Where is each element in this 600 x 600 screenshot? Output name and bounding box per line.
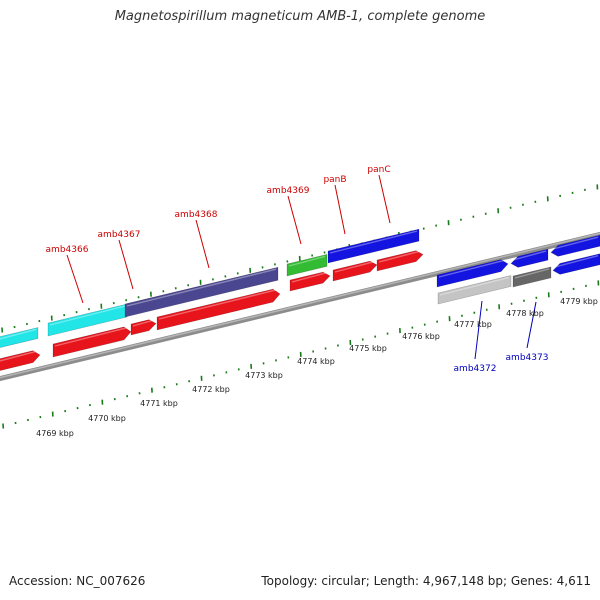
- gene-blue-2: [510, 248, 549, 268]
- scale-label-layer: 4769 kbp 4770 kbp 4771 kbp 4772 kbp 4773 kbp…: [36, 297, 598, 438]
- gene-label: amb4369: [267, 186, 310, 196]
- gene-amb4372: [437, 275, 512, 305]
- gene-red-7: [376, 250, 424, 272]
- topology-text: Topology: circular; Length: 4,967,148 bp…: [261, 574, 591, 588]
- outer-tick-ring: [1, 184, 599, 333]
- leader-line: [334, 184, 346, 235]
- map-title: Magnetospirillum magneticum AMB-1, compl…: [114, 9, 486, 24]
- accession-text: Accession: NC_007626: [9, 574, 146, 588]
- gene-label-layer: amb4366 amb4367 amb4368 amb4369 panB panC amb4…: [46, 165, 549, 374]
- gene-amb4368: [124, 266, 279, 318]
- scale-label: 4775 kbp: [349, 344, 387, 353]
- leader-line: [378, 174, 391, 224]
- gene-red-3-shine: [132, 319, 155, 327]
- gene-red-6-shine: [334, 260, 376, 273]
- gene-cyan-2-shine: [49, 305, 126, 326]
- gene-cyan-1: [0, 327, 39, 348]
- gene-panC-top-shine: [329, 230, 418, 254]
- scale-label: 4769 kbp: [36, 429, 74, 438]
- gene-amb4372-neighbor-shine: [438, 259, 507, 278]
- gene-label: amb4373: [506, 353, 549, 363]
- gene-red-5: [289, 271, 331, 292]
- scale-label: 4776 kbp: [402, 332, 440, 341]
- gene-cyan-1-shine: [0, 328, 37, 340]
- gene-red-7-shine: [378, 250, 422, 263]
- gene-label: panC: [367, 165, 390, 175]
- gene-amb4372-neighbor: [436, 259, 509, 288]
- inner-tick-ring: [2, 280, 600, 429]
- gene-amb4372-shine: [439, 276, 510, 296]
- gene-red-2-shine: [54, 326, 130, 347]
- gene-red-1-shine: [0, 350, 39, 362]
- gene-amb4373: [512, 266, 552, 288]
- gene-features: [0, 228, 600, 371]
- scale-label: 4774 kbp: [297, 357, 335, 366]
- gene-label: amb4372: [454, 364, 497, 374]
- leader-line: [526, 301, 537, 349]
- leader-line: [474, 300, 483, 360]
- gene-blue-3-shine: [552, 236, 599, 250]
- leader-line: [195, 219, 210, 269]
- gene-amb4369-shine: [288, 255, 326, 267]
- leader-line: [66, 254, 84, 304]
- gene-blue-4-shine: [554, 255, 599, 268]
- gene-panC-top: [327, 228, 420, 264]
- scale-label: 4772 kbp: [192, 385, 230, 394]
- gene-amb4368-shine: [126, 268, 277, 307]
- gene-red-5-shine: [291, 271, 329, 283]
- gene-cyan-2: [47, 303, 128, 337]
- gene-label: amb4367: [98, 230, 141, 240]
- gene-red-4-shine: [158, 288, 279, 320]
- scale-label: 4779 kbp: [560, 297, 598, 306]
- gene-amb4373-shine: [514, 268, 550, 279]
- gene-blue-4: [552, 253, 600, 275]
- gene-red-6: [332, 260, 378, 282]
- gene-label: amb4368: [175, 210, 218, 220]
- gene-blue-2-shine: [512, 250, 547, 261]
- gene-red-1: [0, 350, 41, 371]
- leader-line: [287, 195, 302, 245]
- leader-line: [118, 239, 134, 290]
- scale-label: 4771 kbp: [140, 399, 178, 408]
- gene-amb4369: [286, 254, 328, 277]
- scale-label: 4770 kbp: [88, 414, 126, 423]
- gene-red-4: [156, 288, 281, 331]
- scale-label: 4778 kbp: [506, 309, 544, 318]
- backbone-highlight: [0, 232, 600, 379]
- scale-label: 4773 kbp: [245, 371, 283, 380]
- gene-red-3: [130, 319, 157, 336]
- gene-label: panB: [323, 175, 346, 185]
- backbone-line: [0, 231, 600, 382]
- scale-label: 4777 kbp: [454, 320, 492, 329]
- gene-red-2: [52, 326, 132, 358]
- gene-blue-3: [550, 234, 600, 257]
- gene-label: amb4366: [46, 245, 89, 255]
